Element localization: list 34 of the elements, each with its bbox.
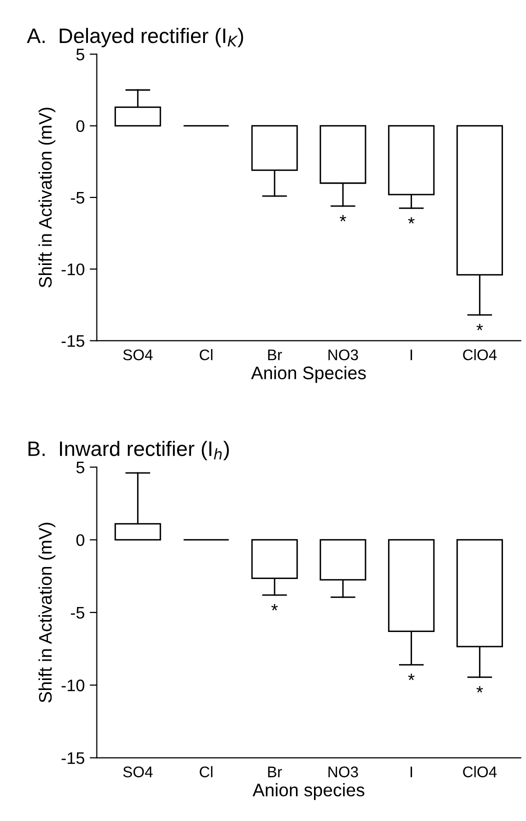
data-label: *	[408, 217, 415, 224]
y-tick-label: -10	[62, 680, 84, 692]
x-tick-label: ClO4	[463, 349, 497, 360]
y-tick-label: -15	[62, 335, 84, 347]
y-axis-title: Shift in Activation (mV)	[38, 522, 56, 702]
y-tick-label: -5	[70, 607, 84, 619]
y-tick-label: -15	[62, 752, 84, 764]
x-tick-label: I	[410, 350, 412, 360]
y-tick-label: -10	[62, 263, 84, 276]
y-tick-label: -5	[70, 192, 84, 204]
x-tick-label: ClO4	[463, 766, 497, 778]
x-tick-label: NO3	[328, 766, 358, 778]
x-tick-label: Cl	[200, 766, 212, 778]
data-label: *	[340, 215, 346, 222]
x-tick-label: SO4	[123, 349, 153, 360]
x-tick-label: Cl	[200, 349, 212, 360]
y-axis-title: Shift in Activation (mV)	[38, 108, 56, 288]
x-tick-label: I	[410, 766, 412, 778]
y-tick-label: 0	[76, 120, 84, 132]
data-label: *	[476, 686, 483, 692]
x-tick-label: NO3	[328, 349, 358, 360]
x-axis-title: Anion species	[252, 783, 364, 800]
chart-title: B. Inward rectifier (I$_{h}$)	[28, 440, 229, 460]
data-label: *	[476, 324, 483, 330]
y-tick-label: 5	[76, 48, 84, 60]
data-label: *	[408, 674, 415, 680]
y-tick-label: 0	[76, 534, 84, 546]
data-label: *	[271, 604, 278, 610]
chart-title: A. Delayed rectifier (I$_{K}$)	[26, 28, 244, 48]
x-tick-label: Br	[268, 766, 282, 778]
x-axis-title: Anion Species	[251, 366, 366, 383]
x-tick-label: SO4	[123, 766, 153, 778]
y-tick-label: 5	[76, 462, 84, 474]
x-tick-label: Br	[268, 350, 282, 360]
